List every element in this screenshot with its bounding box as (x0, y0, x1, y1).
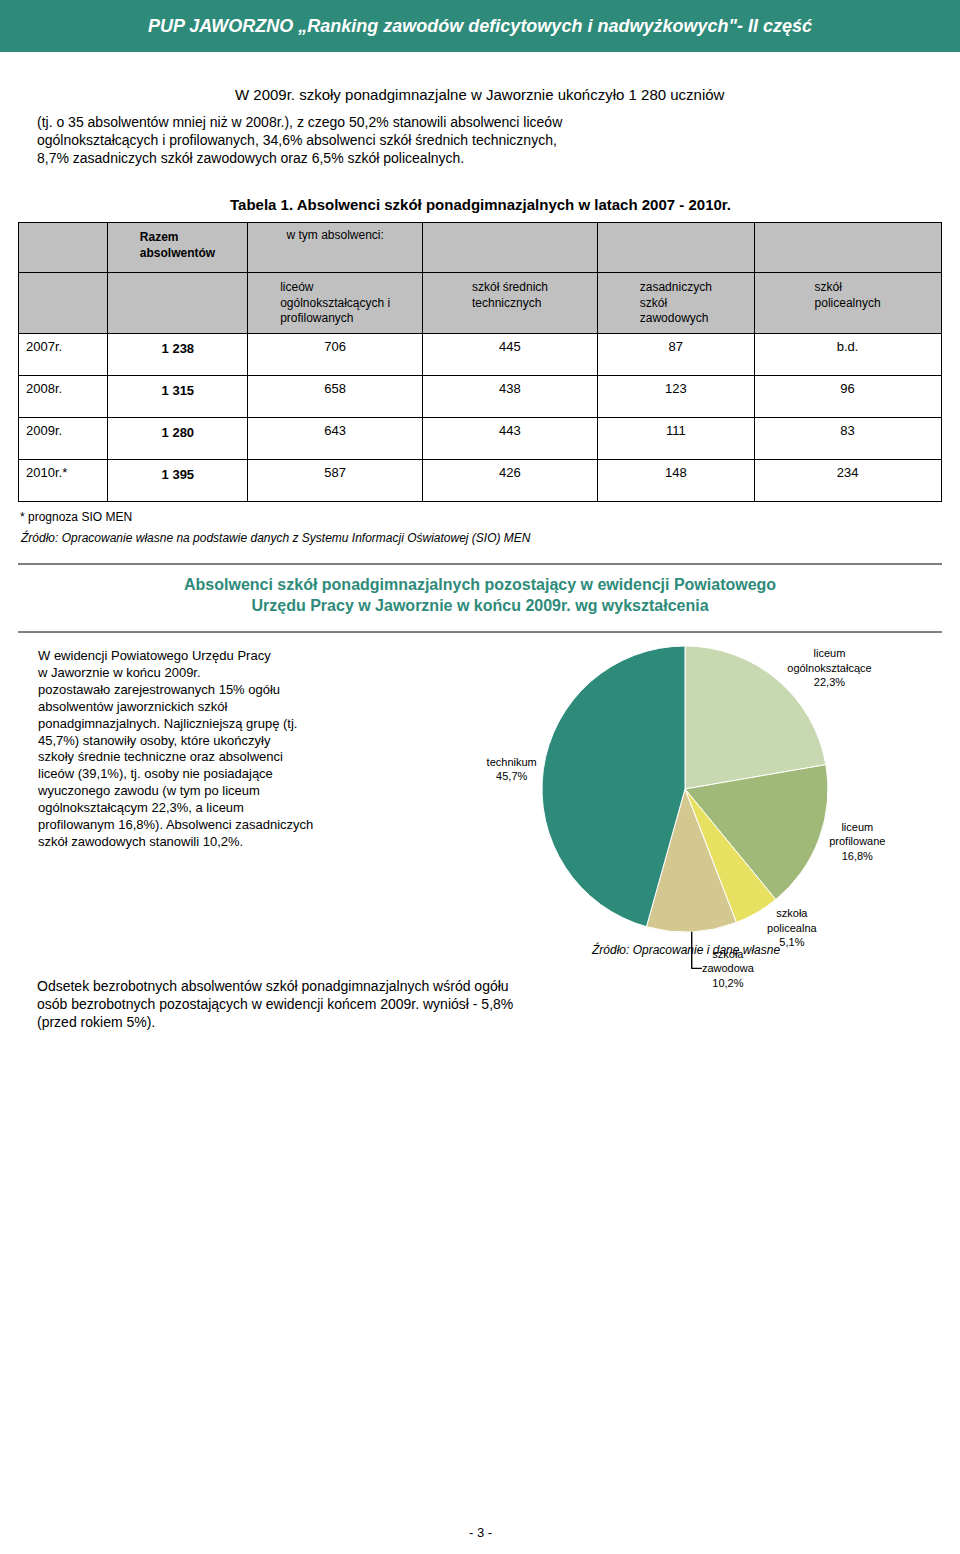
svg-text:443: 443 (499, 423, 521, 438)
svg-text:111: 111 (666, 423, 686, 438)
svg-text:Tabela 1. Absolwenci szkół pon: Tabela 1. Absolwenci szkół ponadgimnazja… (230, 196, 731, 213)
svg-text:Odsetek bezrobotnych absolwent: Odsetek bezrobotnych absolwentów szkół p… (37, 978, 513, 1030)
svg-text:83: 83 (840, 423, 854, 438)
svg-text:1 238: 1 238 (162, 341, 195, 356)
svg-text:liceumogólnokształcące22,3%: liceumogólnokształcące22,3% (787, 647, 871, 688)
svg-text:(tj. o 35 absolwentów mniej ni: (tj. o 35 absolwentów mniej niż w 2008r.… (37, 114, 563, 166)
svg-text:148: 148 (665, 465, 687, 480)
svg-text:2009r.: 2009r. (26, 423, 62, 438)
svg-text:- 3 -: - 3 - (469, 1525, 492, 1540)
svg-text:szkołapolicealna5,1%: szkołapolicealna5,1% (767, 907, 817, 948)
svg-text:szkółpolicealnych: szkółpolicealnych (815, 280, 881, 310)
svg-text:Źródło: Opracowanie i dane wła: Źródło: Opracowanie i dane własne (591, 942, 780, 957)
svg-text:123: 123 (665, 381, 687, 396)
svg-text:W ewidencji Powiatowego Urzędu: W ewidencji Powiatowego Urzędu Pracyw Ja… (37, 648, 313, 849)
svg-text:2010r.*: 2010r.* (26, 465, 67, 480)
svg-text:W 2009r. szkoły ponadgimnazjal: W 2009r. szkoły ponadgimnazjalne w Jawor… (235, 86, 725, 103)
svg-text:liceumprofilowane16,8%: liceumprofilowane16,8% (829, 821, 885, 862)
svg-text:Źródło: Opracowanie własne na: Źródło: Opracowanie własne na podstawie … (20, 530, 531, 545)
svg-text:liceówogólnokształcących iprof: liceówogólnokształcących iprofilowanych (280, 280, 390, 325)
svg-text:w tym absolwenci:: w tym absolwenci: (285, 228, 383, 242)
svg-text:643: 643 (324, 423, 346, 438)
svg-text:2007r.: 2007r. (26, 339, 62, 354)
svg-text:zasadniczychszkółzawodowych: zasadniczychszkółzawodowych (640, 280, 712, 325)
svg-text:1 395: 1 395 (162, 467, 195, 482)
svg-text:2008r.: 2008r. (26, 381, 62, 396)
svg-text:technikum45,7%: technikum45,7% (487, 756, 537, 782)
svg-text:706: 706 (324, 339, 346, 354)
svg-text:* prognoza SIO MEN: * prognoza SIO MEN (20, 510, 132, 524)
svg-text:445: 445 (499, 339, 521, 354)
svg-text:1 315: 1 315 (162, 383, 195, 398)
svg-text:234: 234 (837, 465, 859, 480)
svg-text:PUP JAWORZNO „Ranking zawodów: PUP JAWORZNO „Ranking zawodów deficytowy… (148, 16, 812, 36)
svg-text:96: 96 (840, 381, 854, 396)
svg-text:426: 426 (499, 465, 521, 480)
svg-text:szkół średnichtechnicznych: szkół średnichtechnicznych (472, 280, 548, 310)
svg-text:87: 87 (669, 339, 683, 354)
svg-text:Razemabsolwentów: Razemabsolwentów (140, 230, 216, 260)
svg-text:szkołazawodowa10,2%: szkołazawodowa10,2% (702, 948, 755, 989)
svg-text:587: 587 (324, 465, 346, 480)
svg-text:658: 658 (324, 381, 346, 396)
svg-text:1 280: 1 280 (162, 425, 195, 440)
svg-text:Absolwenci szkół ponadgimnazja: Absolwenci szkół ponadgimnazjalnych pozo… (184, 576, 776, 614)
svg-text:b.d.: b.d. (837, 339, 859, 354)
svg-text:438: 438 (499, 381, 521, 396)
